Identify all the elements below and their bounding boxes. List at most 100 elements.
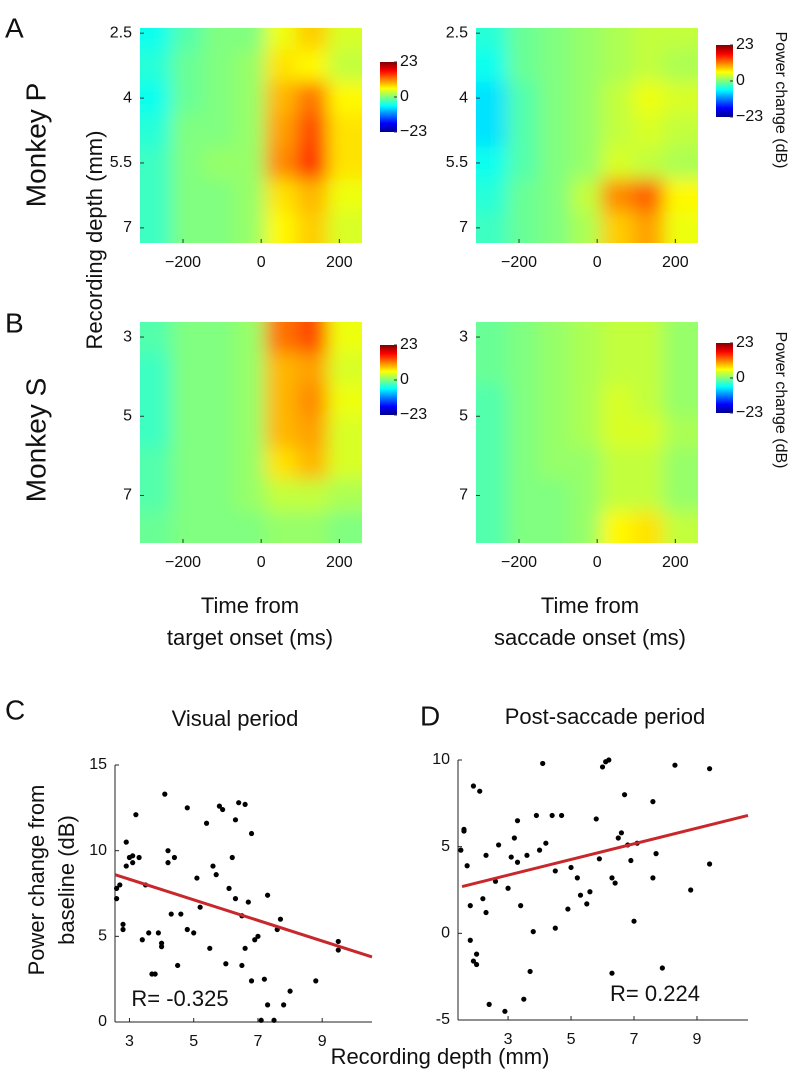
heatmap-cell — [569, 384, 602, 417]
point — [117, 882, 123, 888]
heatmap-cell — [171, 416, 204, 449]
x-tick-label: −200 — [501, 554, 537, 571]
colorbar-tick-label: −23 — [736, 108, 763, 125]
colorbar-tick-label: −23 — [400, 406, 427, 423]
x-tick-label: 0 — [593, 254, 602, 271]
colorbar-tick-label: 23 — [400, 53, 418, 70]
heatmap-cell — [140, 416, 172, 449]
heatmap-cell — [202, 322, 235, 354]
heatmap-cell — [171, 511, 204, 543]
heatmap-cell — [538, 179, 571, 213]
heatmap-cell — [171, 49, 204, 83]
heatmap-cell — [507, 146, 540, 180]
point — [281, 1002, 287, 1008]
point — [650, 799, 656, 805]
chart-title: Post-saccade period — [505, 704, 706, 729]
heatmap-cell — [233, 114, 266, 148]
heatmap-cell — [202, 211, 235, 243]
heatmap-cell — [265, 479, 297, 512]
point — [464, 863, 470, 869]
colorbar-tick-label: 23 — [736, 334, 754, 351]
point — [120, 921, 126, 927]
point — [252, 937, 258, 943]
panel-label: C — [5, 694, 25, 725]
annotation: R= -0.325 — [131, 986, 228, 1011]
panel-label: D — [420, 700, 440, 731]
point — [335, 938, 341, 945]
heatmap-cell — [327, 352, 362, 386]
heatmap-cell — [140, 322, 172, 354]
y-tick-label: 5.5 — [446, 154, 468, 171]
x-tick-label: 0 — [593, 554, 602, 571]
heatmap-cell — [233, 384, 266, 417]
point — [650, 875, 656, 881]
point — [621, 792, 628, 798]
heatmap-cell — [632, 211, 665, 243]
point — [524, 852, 530, 858]
x-axis-label: saccade onset (ms) — [494, 625, 686, 650]
heatmap-cell — [601, 28, 633, 50]
point — [612, 880, 618, 886]
heatmap-cell — [233, 81, 266, 115]
colorbar-tick-label: 23 — [736, 36, 754, 53]
heatmap-cell — [476, 416, 508, 449]
colorbar — [716, 343, 733, 413]
heatmap-cell — [171, 146, 204, 180]
heatmap-cell — [569, 49, 602, 83]
heatmap-cell — [202, 179, 235, 213]
y-tick-label: -5 — [436, 1011, 450, 1028]
point — [264, 892, 271, 898]
point — [139, 937, 145, 943]
heatmap-cells — [140, 28, 362, 243]
y-axis-label: Power change from — [24, 785, 49, 976]
point — [165, 860, 171, 866]
heatmap-cell — [202, 352, 235, 386]
heatmap-cell — [507, 114, 540, 148]
heatmap-cell — [265, 352, 297, 386]
point — [255, 933, 261, 939]
heatmap-cell — [632, 49, 665, 83]
point — [197, 904, 203, 910]
point — [245, 899, 251, 905]
heatmap-cell — [569, 28, 602, 50]
heatmap-cell — [476, 114, 508, 148]
heatmap-cell — [202, 81, 235, 115]
heatmap-cell — [140, 49, 172, 83]
point — [593, 816, 599, 822]
heatmap-cell — [265, 322, 297, 354]
point — [483, 852, 489, 858]
heatmap-cell — [140, 211, 172, 243]
x-tick-label: 3 — [125, 1033, 134, 1050]
heatmap — [140, 28, 362, 243]
heatmap-cell — [632, 322, 665, 354]
heatmap-cell — [171, 384, 204, 417]
heatmap-cell — [632, 81, 665, 115]
point — [226, 885, 232, 891]
heatmap-cell — [507, 81, 540, 115]
heatmap-cell — [663, 146, 698, 180]
colorbar-label: Power change (dB) — [772, 32, 789, 169]
heatmap-cell — [507, 352, 540, 386]
point — [213, 872, 219, 878]
heatmap-cell — [171, 114, 204, 148]
point — [653, 851, 659, 857]
point — [236, 800, 242, 806]
heatmap-cell — [265, 511, 297, 543]
point — [473, 951, 480, 957]
point — [577, 892, 584, 898]
point — [232, 896, 239, 902]
heatmap-cell — [601, 146, 633, 180]
point — [155, 930, 161, 936]
point — [229, 854, 235, 861]
point — [584, 901, 590, 907]
heatmap-cell — [202, 28, 235, 50]
heatmap — [476, 322, 698, 543]
heatmap-cell — [663, 479, 698, 512]
heatmap-cell — [601, 211, 633, 243]
point — [258, 1017, 264, 1023]
heatmap-cell — [265, 81, 297, 115]
heatmap-cell — [476, 179, 508, 213]
heatmap-cell — [140, 352, 172, 386]
y-tick-label: 3 — [459, 328, 468, 345]
